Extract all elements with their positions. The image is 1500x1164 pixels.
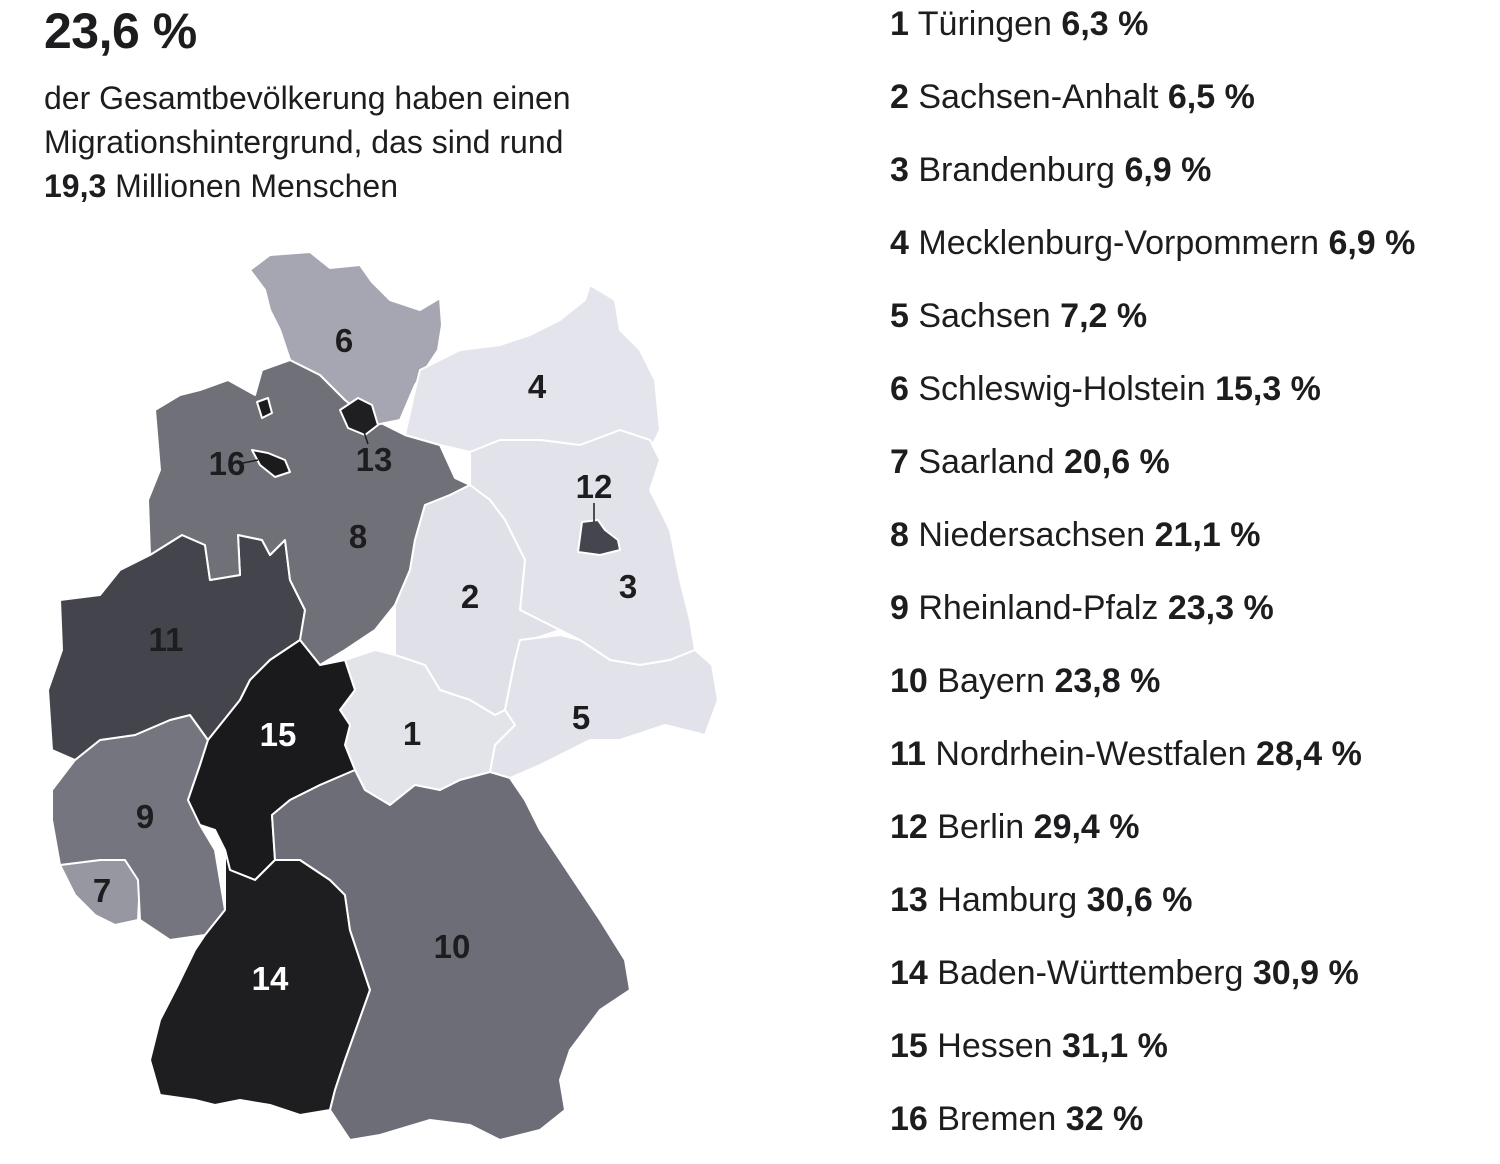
legend-item-value: 31,1 % <box>1062 1027 1168 1065</box>
map-label-15: 15 <box>260 716 297 753</box>
germany-map: 1 2 3 4 5 6 7 8 9 10 11 12 13 14 15 16 <box>47 251 719 1141</box>
legend-item-number: 16 <box>890 1100 928 1138</box>
legend-item-name: Niedersachsen <box>918 516 1146 554</box>
map-label-2: 2 <box>461 578 479 615</box>
legend-item: 2 Sachsen-Anhalt 6,5 % <box>890 75 1255 119</box>
subtitle-text: der Gesamtbevölkerung haben einen Migrat… <box>44 80 571 160</box>
legend-item: 15 Hessen 31,1 % <box>890 1024 1168 1068</box>
legend-item-value: 23,3 % <box>1167 589 1274 627</box>
legend-item-value: 32 % <box>1065 1100 1144 1138</box>
legend-item-number: 9 <box>890 589 909 627</box>
legend-item-value: 7,2 % <box>1060 297 1148 335</box>
map-label-3: 3 <box>619 568 637 605</box>
legend-item-value: 30,9 % <box>1252 954 1359 992</box>
legend-item: 8 Niedersachsen 21,1 % <box>890 513 1260 557</box>
legend-item-name: Saarland <box>918 443 1055 481</box>
legend-item: 14 Baden-Württemberg 30,9 % <box>890 951 1359 995</box>
legend-item-number: 11 <box>890 735 926 773</box>
legend-item-value: 6,9 % <box>1328 224 1416 262</box>
legend-item: 5 Sachsen 7,2 % <box>890 294 1147 338</box>
legend-item-number: 8 <box>890 516 909 554</box>
legend-item: 1 Türingen 6,3 % <box>890 2 1148 46</box>
legend-item: 16 Bremen 32 % <box>890 1097 1143 1141</box>
legend-item-name: Mecklenburg-Vorpommern <box>918 224 1319 262</box>
legend-item: 3 Brandenburg 6,9 % <box>890 148 1211 192</box>
legend-item: 10 Bayern 23,8 % <box>890 659 1160 703</box>
legend-item: 11 Nordrhein-Westfalen 28,4 % <box>890 732 1362 776</box>
legend-item: 13 Hamburg 30,6 % <box>890 878 1192 922</box>
region-berlin <box>577 519 621 556</box>
legend-item-name: Bremen <box>937 1100 1057 1138</box>
legend-item-number: 12 <box>890 808 928 846</box>
legend-item-value: 15,3 % <box>1215 370 1321 408</box>
map-label-7: 7 <box>93 872 111 909</box>
map-label-14: 14 <box>252 960 289 997</box>
legend-item-number: 1 <box>890 5 909 43</box>
region-bayern <box>271 769 631 1141</box>
region-bremen <box>251 449 291 478</box>
legend-item-name: Rheinland-Pfalz <box>918 589 1159 627</box>
region-sachsen <box>489 634 719 779</box>
legend-item-value: 30,6 % <box>1086 881 1193 919</box>
subtitle-amount: 19,3 <box>44 168 107 204</box>
map-label-5: 5 <box>572 699 590 736</box>
legend-item-number: 10 <box>890 662 928 700</box>
map-label-12: 12 <box>576 468 613 505</box>
legend-item: 12 Berlin 29,4 % <box>890 805 1140 849</box>
label-leader-13 <box>363 431 369 445</box>
legend-item: 4 Mecklenburg-Vorpommern 6,9 % <box>890 221 1415 265</box>
headline-percentage: 23,6 % <box>44 3 197 59</box>
legend-item-value: 20,6 % <box>1063 443 1170 481</box>
legend-item-number: 14 <box>890 954 928 992</box>
legend-item: 9 Rheinland-Pfalz 23,3 % <box>890 586 1274 630</box>
legend-item-number: 5 <box>890 297 909 335</box>
legend-item-name: Sachsen <box>918 297 1051 335</box>
legend-item-number: 7 <box>890 443 909 481</box>
legend-item-value: 21,1 % <box>1154 516 1261 554</box>
legend-item-number: 6 <box>890 370 909 408</box>
legend-item-value: 29,4 % <box>1033 808 1140 846</box>
legend-item-name: Brandenburg <box>918 151 1115 189</box>
legend-item-name: Baden-Württemberg <box>937 954 1244 992</box>
legend-item-number: 4 <box>890 224 909 262</box>
legend-item-name: Bayern <box>937 662 1046 700</box>
region-mecklenburg-vorpommern <box>404 284 661 459</box>
legend-item-name: Sachsen-Anhalt <box>918 78 1159 116</box>
legend-item-value: 6,5 % <box>1167 78 1255 116</box>
map-label-8: 8 <box>349 518 367 555</box>
subtitle-amount-suffix: Millionen Menschen <box>115 168 398 204</box>
legend-item-number: 2 <box>890 78 909 116</box>
region-schleswig-holstein <box>249 251 443 426</box>
map-label-16: 16 <box>209 445 246 482</box>
legend-item-number: 3 <box>890 151 909 189</box>
map-label-13: 13 <box>356 441 393 478</box>
region-hamburg <box>339 397 379 436</box>
legend-item-value: 23,8 % <box>1054 662 1161 700</box>
legend-item-value: 6,3 % <box>1061 5 1149 43</box>
map-label-6: 6 <box>335 322 353 359</box>
legend-item-number: 13 <box>890 881 928 919</box>
subtitle: der Gesamtbevölkerung haben einen Migrat… <box>44 76 684 208</box>
legend-item-name: Hamburg <box>937 881 1078 919</box>
map-label-9: 9 <box>136 798 154 835</box>
legend-item-name: Nordrhein-Westfalen <box>935 735 1247 773</box>
legend-item-name: Hessen <box>937 1027 1053 1065</box>
legend-item-value: 28,4 % <box>1256 735 1362 773</box>
label-leader-16 <box>242 459 259 464</box>
map-label-1: 1 <box>403 715 421 752</box>
legend-item-value: 6,9 % <box>1124 151 1212 189</box>
map-label-11: 11 <box>149 621 184 658</box>
legend-item: 7 Saarland 20,6 % <box>890 440 1170 484</box>
legend-item-number: 15 <box>890 1027 928 1065</box>
legend-item-name: Berlin <box>937 808 1025 846</box>
legend-item-name: Schleswig-Holstein <box>918 370 1206 408</box>
map-label-10: 10 <box>434 928 471 965</box>
legend-item-name: Türingen <box>917 5 1052 43</box>
map-label-4: 4 <box>528 368 547 405</box>
legend-item: 6 Schleswig-Holstein 15,3 % <box>890 367 1321 411</box>
region-bremerhaven <box>256 397 273 419</box>
